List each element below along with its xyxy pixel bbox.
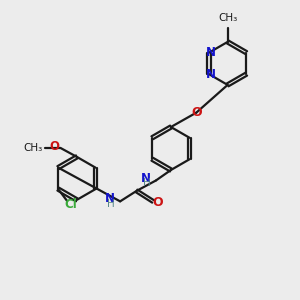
Text: N: N [206,46,215,59]
Text: O: O [49,140,59,153]
Text: Cl: Cl [64,197,77,211]
Text: CH₃: CH₃ [218,13,237,23]
Text: N: N [141,172,151,184]
Text: CH₃: CH₃ [23,143,43,153]
Text: O: O [152,196,163,209]
Text: O: O [191,106,202,119]
Text: N: N [206,68,215,81]
Text: H: H [107,199,115,209]
Text: N: N [105,193,115,206]
Text: H: H [143,178,151,188]
